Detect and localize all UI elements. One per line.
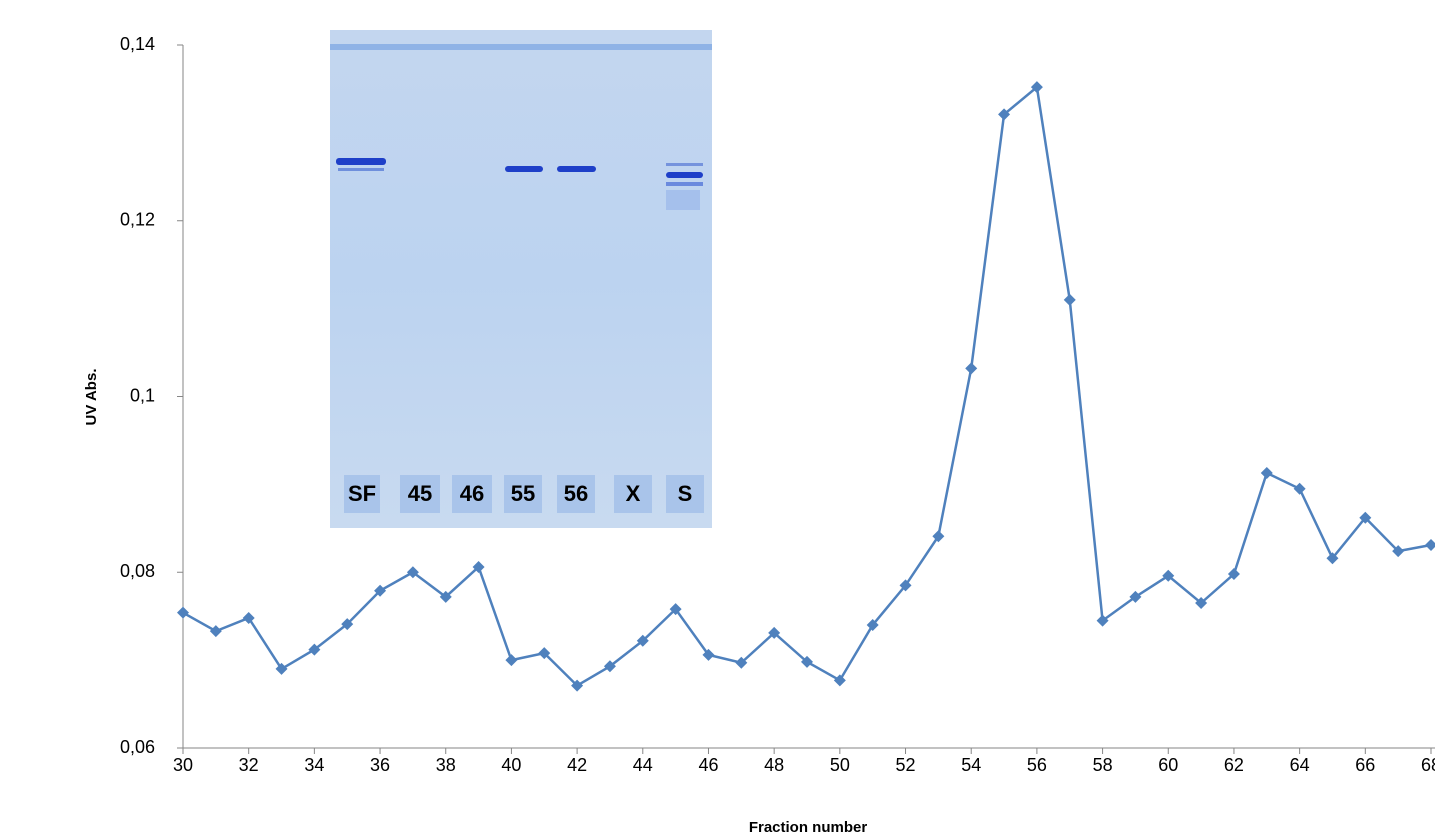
x-tick-label: 60: [1158, 755, 1178, 775]
data-point: [636, 634, 649, 647]
x-tick-label: 30: [173, 755, 193, 775]
y-tick-label: 0,1: [130, 385, 155, 405]
x-tick-label: 56: [1027, 755, 1047, 775]
data-point: [1260, 466, 1273, 479]
data-point: [1162, 569, 1175, 582]
data-point: [1227, 568, 1240, 581]
data-point: [1063, 293, 1076, 306]
lane-label: 46: [460, 481, 484, 506]
data-point: [833, 674, 846, 687]
data-point: [1096, 614, 1109, 627]
data-point: [1293, 482, 1306, 495]
data-point: [341, 618, 354, 631]
data-point: [735, 656, 748, 669]
x-tick-label: 38: [436, 755, 456, 775]
x-tick-label: 36: [370, 755, 390, 775]
x-tick-label: 50: [830, 755, 850, 775]
data-point: [472, 560, 485, 573]
data-point: [374, 584, 387, 597]
y-tick-label: 0,06: [120, 737, 155, 757]
data-point: [308, 643, 321, 656]
data-point: [538, 647, 551, 660]
x-tick-label: 48: [764, 755, 784, 775]
data-point: [1030, 81, 1043, 94]
x-tick-label: 66: [1355, 755, 1375, 775]
data-point: [406, 566, 419, 579]
data-point: [998, 108, 1011, 121]
data-point: [275, 662, 288, 675]
y-tick-label: 0,08: [120, 561, 155, 581]
x-tick-label: 64: [1290, 755, 1310, 775]
lane-label: SF: [348, 481, 376, 506]
x-tick-label: 58: [1093, 755, 1113, 775]
data-point: [1392, 545, 1405, 558]
lane-label: 55: [511, 481, 535, 506]
x-tick-label: 44: [633, 755, 653, 775]
y-tick-label: 0,14: [120, 34, 155, 54]
data-point: [932, 530, 945, 543]
data-point: [242, 611, 255, 624]
data-point: [866, 618, 879, 631]
lane-label: X: [626, 481, 641, 506]
data-point: [177, 606, 189, 619]
data-point: [209, 625, 222, 638]
data-point: [1326, 552, 1339, 565]
data-point: [603, 660, 616, 673]
x-tick-label: 46: [698, 755, 718, 775]
lane-label: 45: [408, 481, 432, 506]
y-tick-label: 0,12: [120, 210, 155, 230]
data-point: [965, 362, 978, 375]
x-tick-label: 68: [1421, 755, 1435, 775]
y-axis-title: UV Abs.: [83, 369, 100, 426]
data-point: [1129, 590, 1142, 603]
data-point: [571, 679, 584, 692]
x-tick-label: 54: [961, 755, 981, 775]
x-tick-label: 40: [501, 755, 521, 775]
data-point: [1195, 597, 1208, 610]
x-tick-label: 42: [567, 755, 587, 775]
data-point: [439, 590, 452, 603]
x-tick-label: 62: [1224, 755, 1244, 775]
x-tick-label: 32: [239, 755, 259, 775]
lane-label: S: [678, 481, 693, 506]
x-axis-title: Fraction number: [749, 819, 868, 836]
data-point: [505, 654, 518, 667]
data-point: [702, 648, 715, 661]
data-point: [1425, 539, 1435, 552]
gel-inset: [330, 30, 712, 528]
data-point: [669, 603, 682, 616]
data-point: [1359, 511, 1372, 524]
data-point: [768, 626, 781, 639]
x-tick-label: 34: [304, 755, 324, 775]
data-point: [899, 579, 912, 592]
data-point: [801, 655, 813, 668]
lane-label: 56: [564, 481, 588, 506]
x-tick-label: 52: [896, 755, 916, 775]
